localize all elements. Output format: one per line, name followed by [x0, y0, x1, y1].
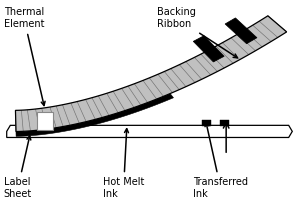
Bar	[37, 112, 53, 130]
Text: Transferred
Ink: Transferred Ink	[193, 123, 248, 199]
Polygon shape	[193, 36, 224, 62]
Polygon shape	[15, 16, 287, 131]
Polygon shape	[225, 18, 257, 44]
Text: Backing
Ribbon: Backing Ribbon	[157, 7, 237, 58]
Text: Hot Melt
Ink: Hot Melt Ink	[103, 129, 144, 199]
Bar	[202, 120, 211, 127]
Polygon shape	[7, 125, 292, 137]
Text: Label
Sheet: Label Sheet	[4, 136, 32, 199]
Polygon shape	[16, 93, 173, 136]
Text: Thermal
Element: Thermal Element	[4, 7, 45, 105]
Bar	[220, 120, 230, 127]
